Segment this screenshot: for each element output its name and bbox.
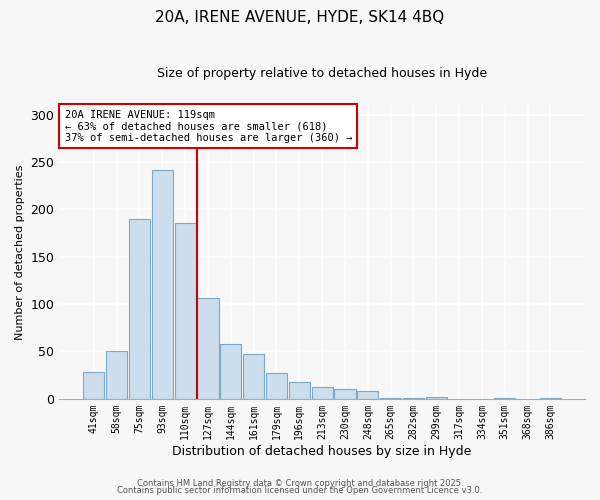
Bar (83, 372, 104, 399)
Bar (380, 398, 401, 399)
Bar (243, 354, 264, 399)
Bar (129, 219, 150, 399)
Bar (106, 352, 127, 399)
Bar (197, 298, 218, 399)
Bar (334, 390, 356, 399)
Bar (289, 382, 310, 399)
Bar (425, 397, 447, 399)
Text: Contains public sector information licensed under the Open Government Licence v3: Contains public sector information licen… (118, 486, 482, 495)
Text: Contains HM Land Registry data © Crown copyright and database right 2025.: Contains HM Land Registry data © Crown c… (137, 478, 463, 488)
Bar (175, 222, 196, 399)
Title: Size of property relative to detached houses in Hyde: Size of property relative to detached ho… (157, 68, 487, 80)
X-axis label: Distribution of detached houses by size in Hyde: Distribution of detached houses by size … (172, 444, 472, 458)
Bar (152, 170, 173, 399)
Text: 20A IRENE AVENUE: 119sqm
← 63% of detached houses are smaller (618)
37% of semi-: 20A IRENE AVENUE: 119sqm ← 63% of detach… (65, 110, 352, 143)
Bar (357, 392, 379, 399)
Bar (220, 344, 241, 399)
Bar (540, 398, 561, 399)
Bar (403, 398, 424, 399)
Bar (266, 374, 287, 399)
Y-axis label: Number of detached properties: Number of detached properties (15, 164, 25, 340)
Bar (494, 398, 515, 399)
Bar (311, 388, 333, 399)
Text: 20A, IRENE AVENUE, HYDE, SK14 4BQ: 20A, IRENE AVENUE, HYDE, SK14 4BQ (155, 10, 445, 25)
